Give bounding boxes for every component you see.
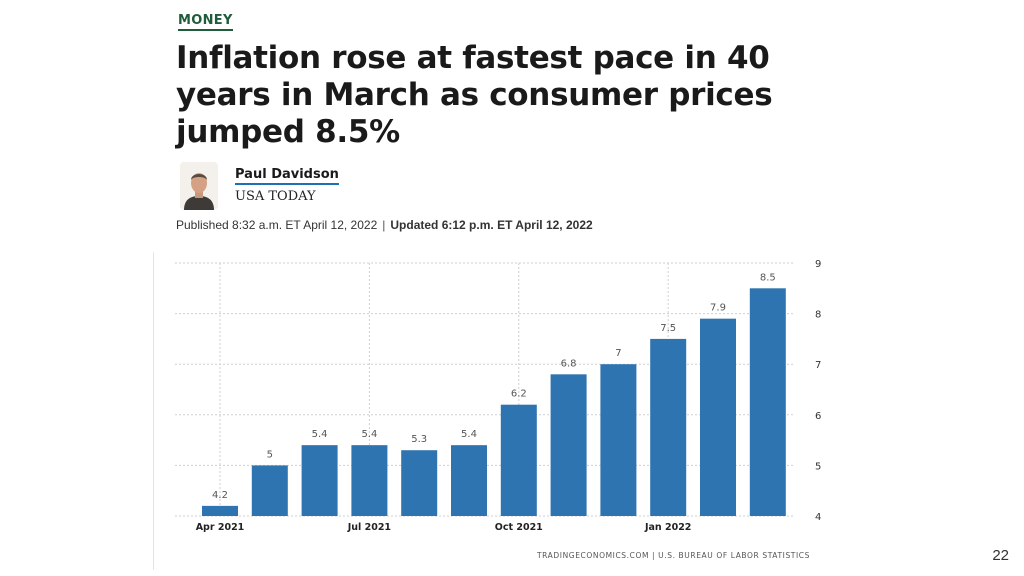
dateline-separator: |: [382, 218, 386, 232]
chart-bars: [202, 288, 786, 516]
bar-oct-2021: [500, 404, 537, 516]
bar-value-label: 8.5: [760, 272, 776, 283]
y-tick-label: 5: [815, 461, 821, 472]
bar-value-label: 5.4: [312, 429, 328, 440]
author-avatar: [180, 162, 218, 210]
chart-x-ticks: Apr 2021 Jul 2021 Oct 2021 Jan 2022: [196, 522, 692, 533]
chart-y-ticks: 4 5 6 7 8 9: [815, 259, 821, 523]
y-tick-label: 8: [815, 310, 821, 321]
bar-mar-2022: [749, 288, 786, 516]
inflation-chart-svg: 4.255.4 5.4 5.3 5.46.26.877.57.98.5 456789 …: [175, 259, 821, 560]
bar-jul-2021: [351, 445, 388, 516]
updated-time: Updated 6:12 p.m. ET April 12, 2022: [390, 218, 593, 232]
bar-may-2021: [251, 465, 288, 516]
x-tick-label: Oct 2021: [495, 522, 543, 533]
dateline: Published 8:32 a.m. ET April 12, 2022 | Up…: [176, 218, 593, 232]
bar-jun-2021: [301, 445, 338, 516]
chart-value-labels: 4.2 5 5.4 5.4 5.3 5.4 6.2 6.8 7 7.5 7.9 8.5: [212, 272, 776, 501]
bar-value-label: 6.2: [511, 389, 527, 400]
bar-value-label: 7.9: [710, 303, 726, 314]
x-tick-label: Jul 2021: [347, 522, 391, 533]
x-tick-label: Jan 2022: [644, 522, 691, 533]
bar-dec-2021: [600, 364, 637, 516]
bar-value-label: 7.5: [660, 323, 676, 334]
bar-apr-2021: [202, 505, 238, 516]
headline: Inflation rose at fastest pace in 40 yea…: [176, 40, 773, 150]
published-time: Published 8:32 a.m. ET April 12, 2022: [176, 218, 378, 232]
bar-value-label: 5.4: [461, 429, 477, 440]
author-name-link[interactable]: Paul Davidson: [235, 167, 339, 185]
bar-aug-2021: [401, 450, 438, 516]
bar-value-label: 5.4: [361, 429, 377, 440]
page-number: 22: [992, 547, 1009, 564]
y-tick-label: 9: [815, 259, 821, 270]
bar-value-label: 5: [267, 449, 273, 460]
slide-divider: [153, 252, 154, 570]
bar-feb-2022: [700, 318, 736, 516]
section-tag[interactable]: MONEY: [178, 13, 233, 31]
y-tick-label: 4: [815, 512, 821, 523]
bar-sep-2021: [451, 445, 487, 516]
bar-nov-2021: [550, 374, 587, 516]
bar-value-label: 4.2: [212, 490, 228, 501]
bar-jan-2022: [650, 338, 687, 516]
bar-value-label: 7: [615, 348, 621, 359]
bar-value-label: 6.8: [561, 358, 577, 369]
author-organization: USA TODAY: [235, 189, 316, 204]
y-tick-label: 6: [815, 411, 821, 422]
x-tick-label: Apr 2021: [196, 522, 245, 533]
bar-value-label: 5.3: [411, 434, 427, 445]
y-tick-label: 7: [815, 360, 821, 371]
chart-source: TRADINGECONOMICS.COM | U.S. BUREAU OF LA…: [536, 551, 810, 560]
